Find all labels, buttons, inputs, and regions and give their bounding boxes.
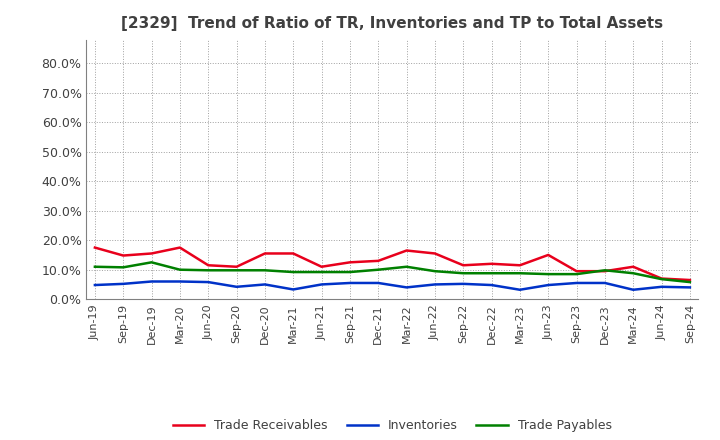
Trade Payables [91,264,99,269]
Inventories [261,282,269,287]
Trade Receivables [629,264,637,269]
Inventories [516,287,524,293]
Inventories [119,281,127,286]
Inventories [402,285,411,290]
Trade Payables [289,269,297,275]
Trade Receivables [657,276,666,281]
Inventories [289,287,297,292]
Inventories [346,280,354,286]
Trade Receivables [487,261,496,267]
Trade Receivables [119,253,127,258]
Trade Receivables [233,264,241,269]
Inventories [685,285,694,290]
Legend: Trade Receivables, Inventories, Trade Payables: Trade Receivables, Inventories, Trade Pa… [168,414,617,437]
Inventories [459,281,467,286]
Trade Payables [487,271,496,276]
Trade Payables [516,271,524,276]
Trade Payables [119,265,127,270]
Inventories [657,284,666,290]
Inventories [600,280,609,286]
Trade Receivables [544,252,552,257]
Trade Receivables [685,277,694,282]
Trade Payables [261,268,269,273]
Trade Receivables [346,260,354,265]
Inventories [176,279,184,284]
Inventories [318,282,326,287]
Trade Receivables [318,264,326,269]
Trade Payables [346,269,354,275]
Trade Receivables [261,251,269,256]
Trade Payables [318,269,326,275]
Trade Receivables [572,268,581,274]
Trade Payables [572,271,581,277]
Trade Payables [459,271,467,276]
Trade Receivables [374,258,382,264]
Inventories [544,282,552,288]
Trade Payables [431,268,439,274]
Trade Receivables [148,251,156,256]
Trade Receivables [516,263,524,268]
Trade Receivables [289,251,297,256]
Trade Payables [544,271,552,277]
Trade Receivables [431,251,439,256]
Trade Payables [204,268,212,273]
Trade Receivables [600,268,609,274]
Trade Payables [176,267,184,272]
Inventories [431,282,439,287]
Line: Inventories: Inventories [95,282,690,290]
Title: [2329]  Trend of Ratio of TR, Inventories and TP to Total Assets: [2329] Trend of Ratio of TR, Inventories… [122,16,663,32]
Inventories [572,280,581,286]
Trade Receivables [204,263,212,268]
Trade Payables [629,271,637,276]
Inventories [148,279,156,284]
Inventories [629,287,637,293]
Inventories [374,280,382,286]
Inventories [487,282,496,288]
Trade Receivables [176,245,184,250]
Inventories [204,279,212,285]
Trade Payables [374,267,382,272]
Inventories [91,282,99,288]
Trade Payables [148,260,156,265]
Inventories [233,284,241,290]
Line: Trade Receivables: Trade Receivables [95,248,690,280]
Trade Payables [402,264,411,269]
Trade Receivables [459,263,467,268]
Trade Payables [233,268,241,273]
Line: Trade Payables: Trade Payables [95,262,690,282]
Trade Payables [685,279,694,285]
Trade Payables [600,268,609,273]
Trade Receivables [91,245,99,250]
Trade Receivables [402,248,411,253]
Trade Payables [657,276,666,282]
